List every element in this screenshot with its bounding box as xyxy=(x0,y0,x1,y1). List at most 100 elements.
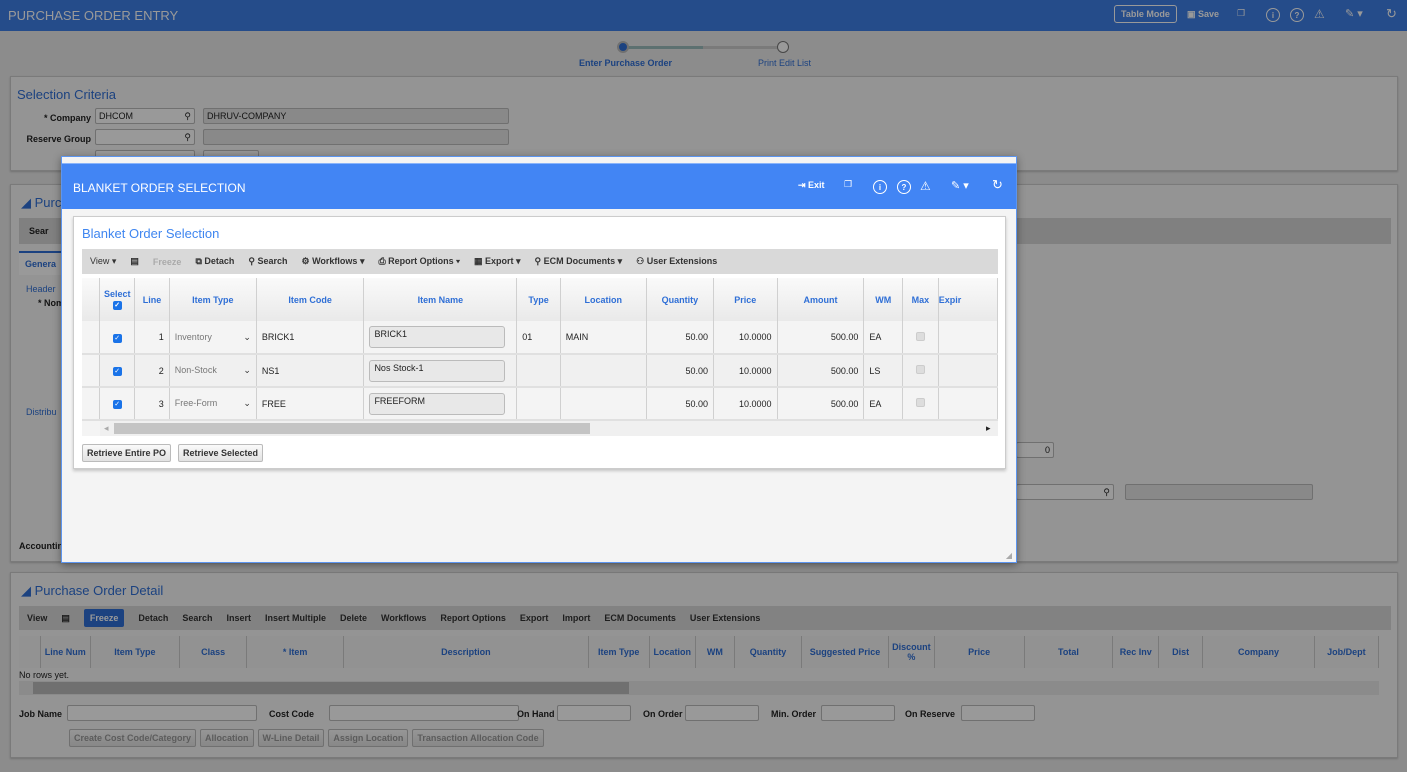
field-input[interactable] xyxy=(685,705,759,721)
step-dot-active[interactable] xyxy=(617,41,629,53)
export-menu[interactable]: ▦ Export ▾ xyxy=(473,256,521,266)
report-options-menu[interactable]: Report Options xyxy=(440,613,506,623)
item-type-select[interactable]: Free-Form ⌄ xyxy=(169,387,257,421)
column-header[interactable]: Price xyxy=(713,278,778,321)
column-header[interactable]: Expir xyxy=(938,278,998,321)
detach-button[interactable]: Detach xyxy=(138,613,169,623)
field-input[interactable] xyxy=(557,705,631,721)
table-mode-button[interactable]: Table Mode xyxy=(1114,5,1177,23)
detail-action-button[interactable]: Allocation xyxy=(200,729,254,747)
column-header[interactable]: Company xyxy=(1203,636,1315,668)
table-row[interactable]: ✓ 2 Non-Stock ⌄ NS1 Nos Stock-1 50.00 10.… xyxy=(82,354,998,388)
search-button[interactable]: ⚲ Search xyxy=(248,256,288,266)
edit-icon[interactable]: ✎ ▾ xyxy=(1345,8,1363,20)
filter-icon[interactable]: ▤ xyxy=(61,612,70,623)
row-handle[interactable] xyxy=(82,321,101,355)
resize-handle-icon[interactable]: ◢ xyxy=(1005,551,1012,560)
workflows-menu[interactable]: Workflows xyxy=(381,613,427,623)
row-handle[interactable] xyxy=(82,354,101,388)
company-input[interactable]: DHCOM ⚲ xyxy=(95,108,195,124)
insert-button[interactable]: Insert xyxy=(226,613,251,623)
column-header[interactable]: Location xyxy=(650,636,696,668)
column-header[interactable]: Quantity xyxy=(735,636,802,668)
column-header[interactable]: Line Num xyxy=(41,636,91,668)
save-button[interactable]: ▣ Save xyxy=(1187,9,1220,19)
warning-icon[interactable]: ⚠ xyxy=(1314,7,1325,21)
column-header[interactable]: Suggested Price xyxy=(802,636,889,668)
column-header[interactable] xyxy=(19,636,42,668)
report-options-menu[interactable]: ⎙ Report Options ▾ xyxy=(378,256,460,266)
view-menu[interactable]: View xyxy=(27,613,48,623)
column-header[interactable]: WM xyxy=(696,636,736,668)
field-input[interactable] xyxy=(961,705,1035,721)
user-extensions-button[interactable]: User Extensions xyxy=(689,613,761,623)
column-header[interactable]: Item Type xyxy=(589,636,650,668)
copy-icon[interactable]: ❐ xyxy=(844,179,853,189)
column-header[interactable]: Total xyxy=(1025,636,1114,668)
column-header[interactable]: Select ✓ xyxy=(99,278,136,321)
warning-icon[interactable]: ⚠ xyxy=(920,179,931,193)
row-select-checkbox[interactable]: ✓ xyxy=(112,400,122,409)
table-row[interactable]: ✓ 1 Inventory ⌄ BRICK1 BRICK1 01 MAIN 50.… xyxy=(82,321,998,355)
column-header[interactable]: Class xyxy=(180,636,248,668)
horizontal-scrollbar[interactable]: ◂ ▸ xyxy=(100,421,998,436)
column-header[interactable]: Description xyxy=(344,636,589,668)
step-label[interactable]: Enter Purchase Order xyxy=(579,58,673,68)
scrollbar-thumb[interactable] xyxy=(114,423,590,434)
table-row[interactable]: ✓ 3 Free-Form ⌄ FREE FREEFORM 50.00 10.00… xyxy=(82,387,998,421)
step-label[interactable]: Print Edit List xyxy=(758,58,812,68)
row-select-checkbox[interactable]: ✓ xyxy=(112,333,122,343)
edit-icon[interactable]: ✎ ▾ xyxy=(951,180,969,192)
detail-action-button[interactable]: W-Line Detail xyxy=(257,729,325,747)
help-icon[interactable]: ? xyxy=(1290,8,1304,22)
column-header[interactable]: Item Type xyxy=(91,636,181,668)
lookup-input[interactable]: ⚲ xyxy=(1016,484,1114,500)
tab-general[interactable]: Genera xyxy=(19,251,63,275)
column-header[interactable]: Rec Inv xyxy=(1113,636,1160,668)
item-name-textarea[interactable]: FREEFORM xyxy=(369,392,506,415)
freeze-button[interactable]: Freeze xyxy=(152,256,182,267)
item-type-select[interactable]: Inventory ⌄ xyxy=(169,321,257,355)
column-header[interactable]: Item Type xyxy=(169,278,257,321)
retrieve-entire-po-button[interactable]: Retrieve Entire PO xyxy=(82,444,172,462)
step-dot[interactable] xyxy=(777,41,789,53)
field-input[interactable] xyxy=(67,705,257,721)
detail-action-button[interactable]: Assign Location xyxy=(328,729,409,747)
column-header[interactable]: WM xyxy=(863,278,904,321)
item-type-select[interactable]: Non-Stock ⌄ xyxy=(169,354,257,388)
freeze-button[interactable]: Freeze xyxy=(83,609,125,627)
filter-icon[interactable]: ▤ xyxy=(130,256,139,266)
ecm-documents-menu[interactable]: ECM Documents xyxy=(604,613,676,623)
column-header[interactable]: Line xyxy=(134,278,170,321)
export-menu[interactable]: Export xyxy=(519,613,549,623)
column-header[interactable]: Type xyxy=(516,278,561,321)
item-name-textarea[interactable]: Nos Stock-1 xyxy=(369,359,506,382)
detail-action-button[interactable]: Transaction Allocation Code xyxy=(412,729,544,747)
insert-multiple-button[interactable]: Insert Multiple xyxy=(264,613,326,623)
column-header[interactable]: Item Name xyxy=(363,278,518,321)
delete-button[interactable]: Delete xyxy=(339,613,367,623)
column-header[interactable]: Location xyxy=(560,278,647,321)
copy-icon[interactable]: ❐ xyxy=(1237,8,1246,18)
search-button[interactable]: Search xyxy=(182,613,213,623)
row-handle[interactable] xyxy=(82,387,101,421)
field-input[interactable] xyxy=(329,705,519,721)
column-header[interactable]: Discount % xyxy=(889,636,935,668)
select-all-checkbox[interactable]: ✓ xyxy=(112,301,122,310)
detach-button[interactable]: ⧉ Detach xyxy=(195,256,235,266)
column-header[interactable]: * Item xyxy=(247,636,345,668)
column-header[interactable]: Quantity xyxy=(646,278,715,321)
column-header[interactable]: Amount xyxy=(777,278,865,321)
field-input[interactable] xyxy=(821,705,895,721)
refresh-icon[interactable]: ↻ xyxy=(1386,6,1397,21)
import-menu[interactable]: Import xyxy=(562,613,591,623)
help-icon[interactable]: ? xyxy=(897,180,911,194)
info-icon[interactable]: i xyxy=(1266,8,1280,22)
exit-button[interactable]: ⇥ Exit xyxy=(798,180,825,190)
column-header[interactable]: Max xyxy=(902,278,939,321)
horizontal-scrollbar[interactable] xyxy=(19,681,1379,695)
retrieve-selected-button[interactable]: Retrieve Selected xyxy=(178,444,264,462)
ecm-documents-menu[interactable]: ⚲ ECM Documents ▾ xyxy=(534,256,623,266)
column-header[interactable]: Item Code xyxy=(256,278,365,321)
column-header[interactable]: Job/Dept xyxy=(1315,636,1379,668)
